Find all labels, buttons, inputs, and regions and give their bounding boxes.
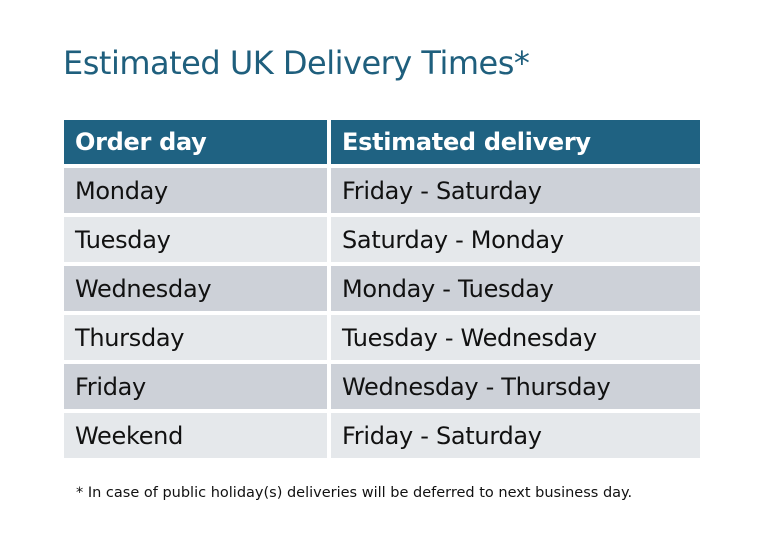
table-row: Monday Friday - Saturday (64, 164, 700, 213)
estimated-delivery-cell: Friday - Saturday (331, 409, 700, 458)
page-title: Estimated UK Delivery Times* (63, 44, 530, 82)
order-day-cell: Tuesday (64, 213, 331, 262)
column-header-order-day: Order day (64, 120, 331, 164)
table-row: Friday Wednesday - Thursday (64, 360, 700, 409)
table-row: Weekend Friday - Saturday (64, 409, 700, 458)
table-row: Wednesday Monday - Tuesday (64, 262, 700, 311)
estimated-delivery-cell: Friday - Saturday (331, 164, 700, 213)
delivery-times-table: Order day Estimated delivery Monday Frida… (64, 120, 700, 458)
order-day-cell: Weekend (64, 409, 331, 458)
footnote: * In case of public holiday(s) deliverie… (76, 485, 633, 501)
order-day-cell: Monday (64, 164, 331, 213)
order-day-cell: Wednesday (64, 262, 331, 311)
table-row: Thursday Tuesday - Wednesday (64, 311, 700, 360)
order-day-cell: Thursday (64, 311, 331, 360)
column-header-estimated-delivery: Estimated delivery (331, 120, 700, 164)
table-header-row: Order day Estimated delivery (64, 120, 700, 164)
estimated-delivery-cell: Saturday - Monday (331, 213, 700, 262)
table-row: Tuesday Saturday - Monday (64, 213, 700, 262)
estimated-delivery-cell: Monday - Tuesday (331, 262, 700, 311)
estimated-delivery-cell: Wednesday - Thursday (331, 360, 700, 409)
order-day-cell: Friday (64, 360, 331, 409)
estimated-delivery-cell: Tuesday - Wednesday (331, 311, 700, 360)
